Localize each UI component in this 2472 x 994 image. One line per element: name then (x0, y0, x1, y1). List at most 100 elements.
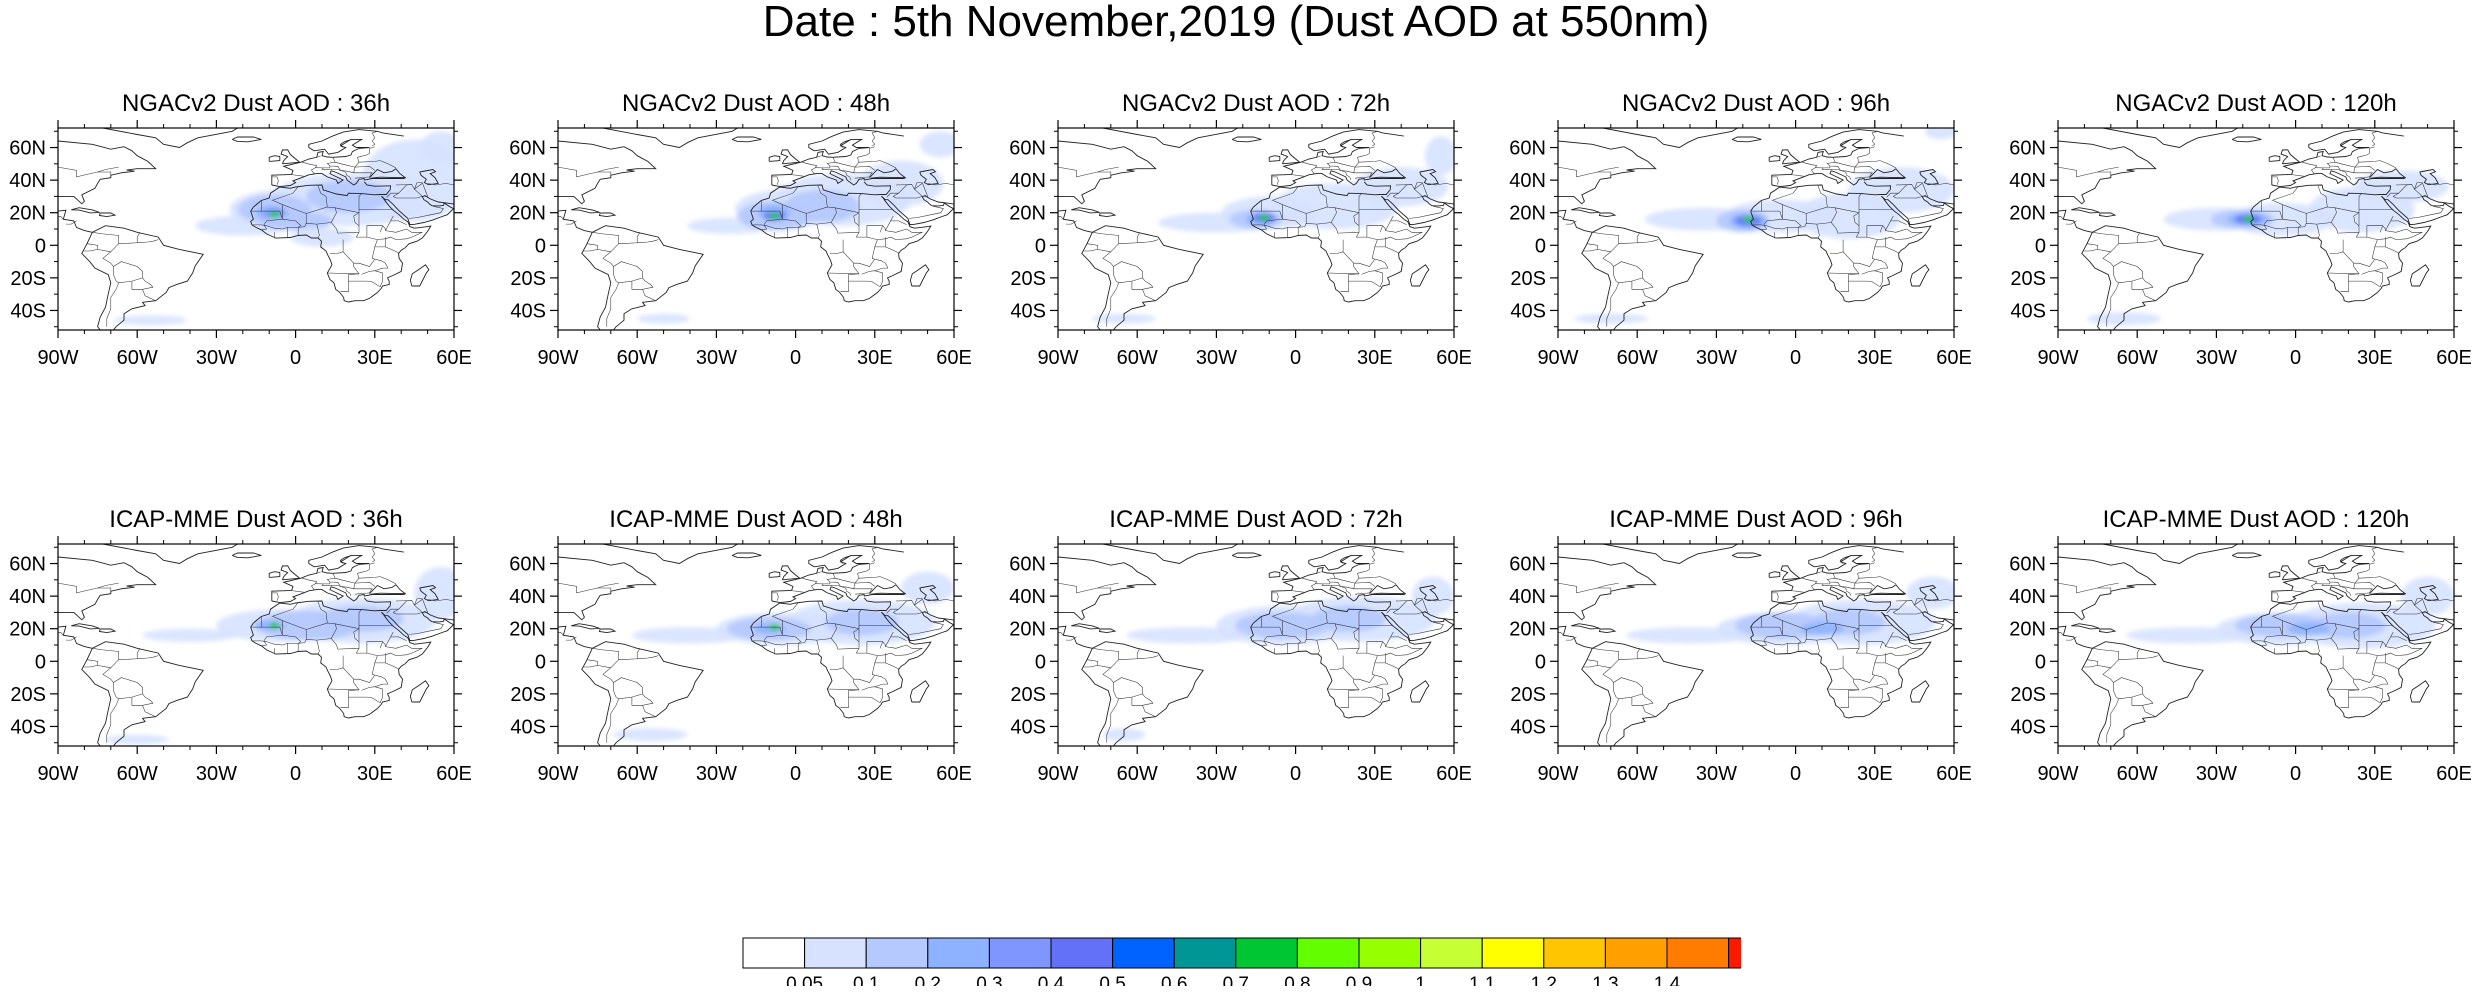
map-panel: 90W 60W 30W 0 30E 60E 60N 40N 20N 0 20S 40S (9, 536, 472, 785)
colorbar-label: 1.3 (1592, 974, 1618, 986)
colorbar-label: 1.4 (1654, 974, 1681, 986)
lat-tick-label: 40S (2010, 716, 2046, 738)
colorbar-swatch (1358, 937, 1422, 969)
lat-tick-label: 40N (2009, 170, 2046, 192)
lat-tick-label: 20S (1010, 684, 1046, 706)
colorbar-label: 0.8 (1284, 974, 1310, 986)
dust-aod-patch (901, 571, 954, 605)
lat-tick-label: 40N (1009, 586, 1046, 608)
country-borders (58, 547, 454, 743)
lon-tick-label: 60E (1936, 763, 1972, 785)
country-borders (1058, 131, 1454, 327)
map-panel: 90W 60W 30W 0 30E 60E 60N 40N 20N 0 20S 40S (509, 120, 972, 369)
lat-tick-label: 40S (10, 716, 46, 738)
map-panel: 90W 60W 30W 0 30E 60E 60N 40N 20N 0 20S 40S (1009, 120, 1472, 369)
dust-aod-patch (769, 212, 780, 220)
lon-tick-label: 30W (2196, 347, 2237, 369)
country-borders (1558, 131, 1954, 327)
map-panel: 90W 60W 30W 0 30E 60E 60N 40N 20N 0 20S 40S (509, 536, 972, 785)
lon-tick-label: 60E (1936, 347, 1972, 369)
lon-tick-label: 60E (936, 347, 972, 369)
dust-aod-field (1092, 136, 1454, 324)
country-borders (58, 131, 454, 327)
lat-tick-label: 20N (1509, 203, 1546, 225)
lat-tick-label: 40N (1509, 586, 1546, 608)
lat-tick-label: 40S (510, 716, 546, 738)
lat-tick-label: 60N (509, 138, 546, 160)
lon-tick-label: 60E (2436, 763, 2472, 785)
colorbar-label: 0.3 (976, 974, 1002, 986)
lon-tick-label: 60W (2117, 763, 2158, 785)
coastlines (2058, 544, 2454, 746)
panel-title: ICAP-MME Dust AOD : 120h (2102, 506, 2410, 533)
country-borders (558, 547, 954, 743)
lon-tick-label: 0 (290, 763, 301, 785)
figure-title: Date : 5th November,2019 (Dust AOD at 55… (762, 0, 1710, 46)
panel-title: NGACv2 Dust AOD : 48h (621, 90, 891, 117)
lat-tick-label: 40N (509, 170, 546, 192)
lat-tick-label: 40S (1510, 716, 1546, 738)
colorbar-label: 1.2 (1531, 974, 1557, 986)
dust-aod-patch (2242, 215, 2254, 223)
colorbar-swatch (1420, 937, 1483, 969)
colorbar-swatch (988, 937, 1052, 969)
country-borders (2058, 131, 2454, 327)
dust-aod-patch (637, 313, 690, 324)
lon-tick-label: 60E (936, 763, 972, 785)
lat-tick-label: 20S (1010, 268, 1046, 290)
country-borders (1058, 547, 1454, 743)
colorbar-swatch (1481, 937, 1545, 969)
lat-tick-label: 20N (2009, 203, 2046, 225)
map-panel: 90W 60W 30W 0 30E 60E 60N 40N 20N 0 20S 40S (2009, 536, 2472, 785)
lon-tick-label: 60E (1436, 347, 1472, 369)
colorbar-swatch (927, 937, 990, 969)
lat-tick-label: 60N (2009, 554, 2046, 576)
coastlines (1558, 128, 1954, 330)
lon-tick-label: 30E (2357, 347, 2393, 369)
lon-tick-label: 90W (1037, 763, 1078, 785)
lon-tick-label: 90W (2037, 347, 2078, 369)
lat-tick-label: 40S (10, 300, 46, 322)
lat-tick-label: 20S (10, 684, 46, 706)
colorbar-swatch (1050, 937, 1114, 969)
lon-tick-label: 30E (357, 347, 393, 369)
lat-tick-label: 20S (2010, 684, 2046, 706)
lat-tick-label: 40S (2010, 300, 2046, 322)
lat-tick-label: 40N (509, 586, 546, 608)
lon-tick-label: 60E (2436, 347, 2472, 369)
panel-title: ICAP-MME Dust AOD : 96h (1609, 506, 1903, 533)
lat-tick-label: 20N (1509, 619, 1546, 641)
lon-tick-label: 30W (1696, 347, 1737, 369)
colorbar-swatch (1666, 937, 1730, 969)
lat-tick-label: 40S (1010, 716, 1046, 738)
lat-tick-label: 0 (1535, 235, 1546, 257)
dust-aod-patch (306, 180, 391, 213)
dust-aod-patch (290, 227, 354, 247)
lon-tick-label: 30E (1357, 347, 1393, 369)
country-borders (1558, 547, 1954, 743)
lat-tick-label: 20S (1510, 684, 1546, 706)
lat-tick-label: 0 (35, 651, 46, 673)
lat-tick-label: 60N (1509, 138, 1546, 160)
lat-tick-label: 40N (2009, 586, 2046, 608)
lon-tick-label: 30W (1696, 763, 1737, 785)
lon-tick-label: 30W (696, 347, 737, 369)
lon-tick-label: 90W (1537, 763, 1578, 785)
dust-aod-patch (1906, 576, 1954, 610)
colorbar-label: 0.4 (1038, 974, 1065, 986)
lat-tick-label: 40N (1509, 170, 1546, 192)
lon-tick-label: 30E (2357, 763, 2393, 785)
lon-tick-label: 60W (2117, 347, 2158, 369)
colorbar-swatch (742, 937, 806, 969)
lat-tick-label: 60N (1509, 554, 1546, 576)
lat-tick-label: 0 (35, 235, 46, 257)
lat-tick-label: 20N (1009, 619, 1046, 641)
lat-tick-label: 60N (9, 554, 46, 576)
lat-tick-label: 40N (1009, 170, 1046, 192)
dust-aod-patch (1411, 576, 1454, 616)
dust-aod-patch (1424, 136, 1454, 176)
dust-aod-patch (1924, 128, 1954, 140)
colorbar-label: 1 (1415, 974, 1426, 986)
lon-tick-label: 90W (2037, 763, 2078, 785)
